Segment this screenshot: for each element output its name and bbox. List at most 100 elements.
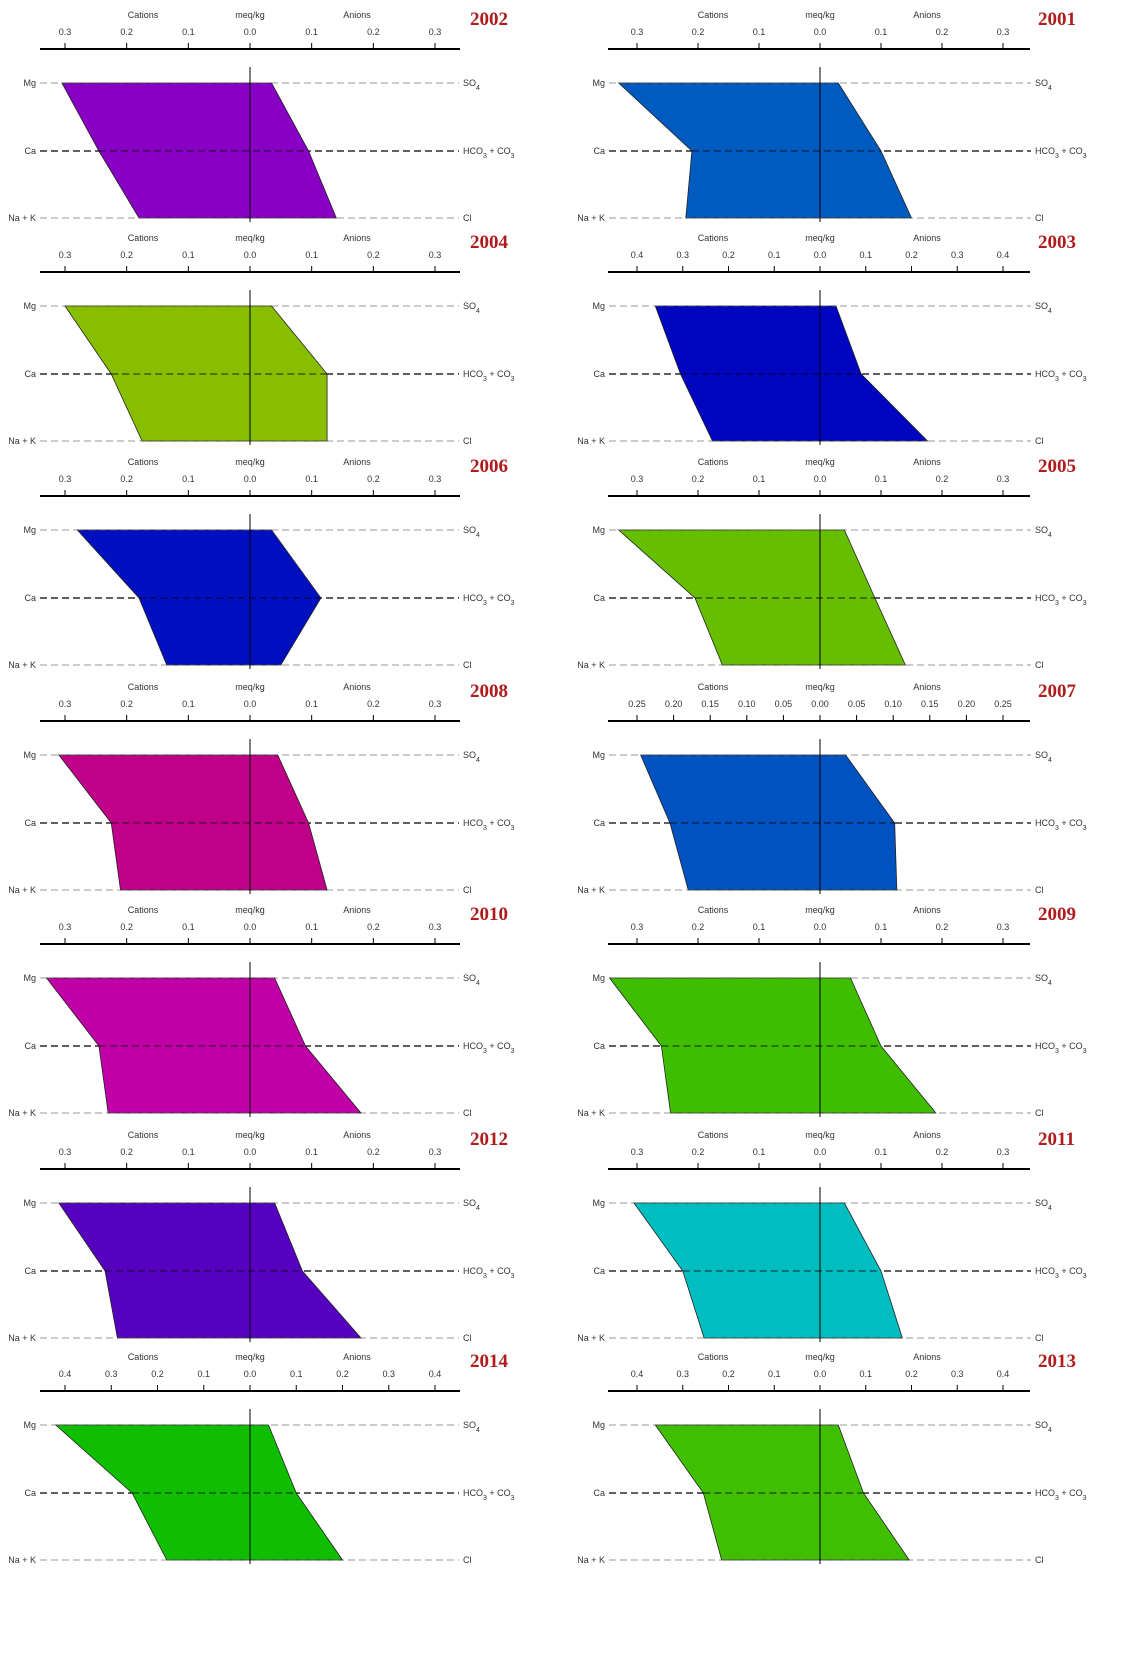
tick-label: 0.3 bbox=[59, 474, 72, 484]
tick-label: 0.1 bbox=[875, 474, 888, 484]
tick-label: 0.1 bbox=[305, 27, 318, 37]
cation-row-label: Mg bbox=[592, 301, 605, 311]
cation-row-label: Mg bbox=[23, 525, 36, 535]
tick-label: 0.2 bbox=[120, 922, 133, 932]
tick-label: 0.1 bbox=[753, 474, 766, 484]
anion-row-label: Cl bbox=[463, 436, 472, 446]
header-anions: Anions bbox=[913, 905, 941, 915]
chart-title: 2004 bbox=[470, 232, 509, 253]
stiff-chart-2009: Cations meq/kg Anions 2009 0.3 0.2 0.1 0.0 0.1 0.… bbox=[577, 904, 1086, 1118]
cation-row-label: Na + K bbox=[577, 885, 605, 895]
anion-row-label: Cl bbox=[463, 213, 472, 223]
cation-row-label: Na + K bbox=[577, 213, 605, 223]
header-cations: Cations bbox=[698, 233, 729, 243]
tick-label: 0.3 bbox=[429, 922, 442, 932]
header-cations: Cations bbox=[698, 682, 729, 692]
anion-row-label: Cl bbox=[1035, 1555, 1044, 1565]
stiff-polygon bbox=[617, 82, 913, 219]
stiff-chart-2014: Cations meq/kg Anions 2014 0.4 0.3 0.2 0.1 0.0 0.… bbox=[8, 1351, 514, 1565]
header-unit: meq/kg bbox=[235, 682, 265, 692]
tick-label: 0.2 bbox=[692, 474, 705, 484]
header-anions: Anions bbox=[913, 682, 941, 692]
tick-label: 0.0 bbox=[244, 250, 257, 260]
header-anions: Anions bbox=[343, 1130, 371, 1140]
header-unit: meq/kg bbox=[805, 1130, 835, 1140]
anion-row-label: HCO3 + CO3 bbox=[1035, 369, 1087, 383]
anion-row-label: SO4 bbox=[463, 301, 480, 315]
chart-title: 2013 bbox=[1038, 1351, 1076, 1372]
anion-row-label: Cl bbox=[1035, 436, 1044, 446]
cation-row-label: Ca bbox=[24, 369, 36, 379]
tick-label: 0.1 bbox=[875, 922, 888, 932]
anion-row-label: HCO3 + CO3 bbox=[463, 1488, 515, 1502]
cation-row-label: Ca bbox=[593, 1266, 605, 1276]
tick-label: 0.2 bbox=[336, 1369, 349, 1379]
tick-label: 0.1 bbox=[182, 250, 195, 260]
tick-label: 0.4 bbox=[59, 1369, 72, 1379]
tick-label: 0.20 bbox=[958, 699, 976, 709]
header-anions: Anions bbox=[343, 457, 371, 467]
tick-label: 0.2 bbox=[692, 1147, 705, 1157]
anion-row-label: HCO3 + CO3 bbox=[1035, 1041, 1087, 1055]
anion-row-label: Cl bbox=[1035, 213, 1044, 223]
tick-label: 0.3 bbox=[59, 250, 72, 260]
anion-row-label: SO4 bbox=[1035, 525, 1052, 539]
stiff-chart-2004: Cations meq/kg Anions 2004 0.3 0.2 0.1 0.0 0.1 0.… bbox=[8, 232, 514, 446]
header-anions: Anions bbox=[343, 1352, 371, 1362]
cation-row-label: Na + K bbox=[8, 1108, 36, 1118]
tick-label: 0.2 bbox=[692, 27, 705, 37]
cation-row-label: Mg bbox=[592, 1420, 605, 1430]
tick-label: 0.1 bbox=[875, 1147, 888, 1157]
header-anions: Anions bbox=[913, 233, 941, 243]
cation-row-label: Ca bbox=[593, 593, 605, 603]
tick-label: 0.05 bbox=[848, 699, 866, 709]
stiff-chart-2011: Cations meq/kg Anions 2011 0.3 0.2 0.1 0.0 0.1 0.… bbox=[577, 1129, 1086, 1343]
tick-label: 0.3 bbox=[59, 922, 72, 932]
tick-label: 0.3 bbox=[59, 1147, 72, 1157]
stiff-chart-2012: Cations meq/kg Anions 2012 0.3 0.2 0.1 0.0 0.1 0.… bbox=[8, 1129, 514, 1343]
cation-row-label: Ca bbox=[593, 146, 605, 156]
header-cations: Cations bbox=[698, 10, 729, 20]
stiff-chart-2001: Cations meq/kg Anions 2001 0.3 0.2 0.1 0.0 0.1 0.… bbox=[577, 9, 1086, 223]
tick-label: 0.3 bbox=[631, 922, 644, 932]
cation-row-label: Mg bbox=[592, 750, 605, 760]
tick-label: 0.2 bbox=[367, 474, 380, 484]
tick-label: 0.1 bbox=[859, 1369, 872, 1379]
cation-row-label: Na + K bbox=[8, 1555, 36, 1565]
header-cations: Cations bbox=[128, 905, 159, 915]
anion-row-label: Cl bbox=[463, 1555, 472, 1565]
tick-label: 0.1 bbox=[197, 1369, 210, 1379]
anion-row-label: HCO3 + CO3 bbox=[463, 146, 515, 160]
anion-row-label: Cl bbox=[1035, 1108, 1044, 1118]
anion-row-label: SO4 bbox=[463, 973, 480, 987]
header-cations: Cations bbox=[128, 682, 159, 692]
anion-row-label: HCO3 + CO3 bbox=[1035, 593, 1087, 607]
header-cations: Cations bbox=[128, 10, 159, 20]
tick-label: 0.1 bbox=[753, 922, 766, 932]
header-cations: Cations bbox=[698, 905, 729, 915]
tick-label: 0.2 bbox=[722, 1369, 735, 1379]
tick-label: 0.2 bbox=[936, 474, 949, 484]
cation-row-label: Na + K bbox=[8, 885, 36, 895]
header-cations: Cations bbox=[698, 457, 729, 467]
stiff-chart-2007: Cations meq/kg Anions 2007 0.25 0.20 0.15 0.10 0… bbox=[577, 681, 1086, 895]
header-unit: meq/kg bbox=[235, 905, 265, 915]
tick-label: 0.15 bbox=[921, 699, 939, 709]
tick-label: 0.2 bbox=[905, 1369, 918, 1379]
tick-label: 0.0 bbox=[244, 699, 257, 709]
anion-row-label: Cl bbox=[463, 1333, 472, 1343]
tick-label: 0.0 bbox=[814, 922, 827, 932]
header-unit: meq/kg bbox=[235, 1352, 265, 1362]
chart-title: 2009 bbox=[1038, 904, 1076, 925]
tick-label: 0.3 bbox=[59, 699, 72, 709]
header-unit: meq/kg bbox=[805, 1352, 835, 1362]
anion-row-label: SO4 bbox=[463, 525, 480, 539]
tick-label: 0.20 bbox=[665, 699, 683, 709]
tick-label: 0.0 bbox=[814, 1147, 827, 1157]
tick-label: 0.2 bbox=[367, 699, 380, 709]
cation-row-label: Ca bbox=[24, 1266, 36, 1276]
tick-label: 0.2 bbox=[120, 27, 133, 37]
anion-row-label: SO4 bbox=[1035, 78, 1052, 92]
